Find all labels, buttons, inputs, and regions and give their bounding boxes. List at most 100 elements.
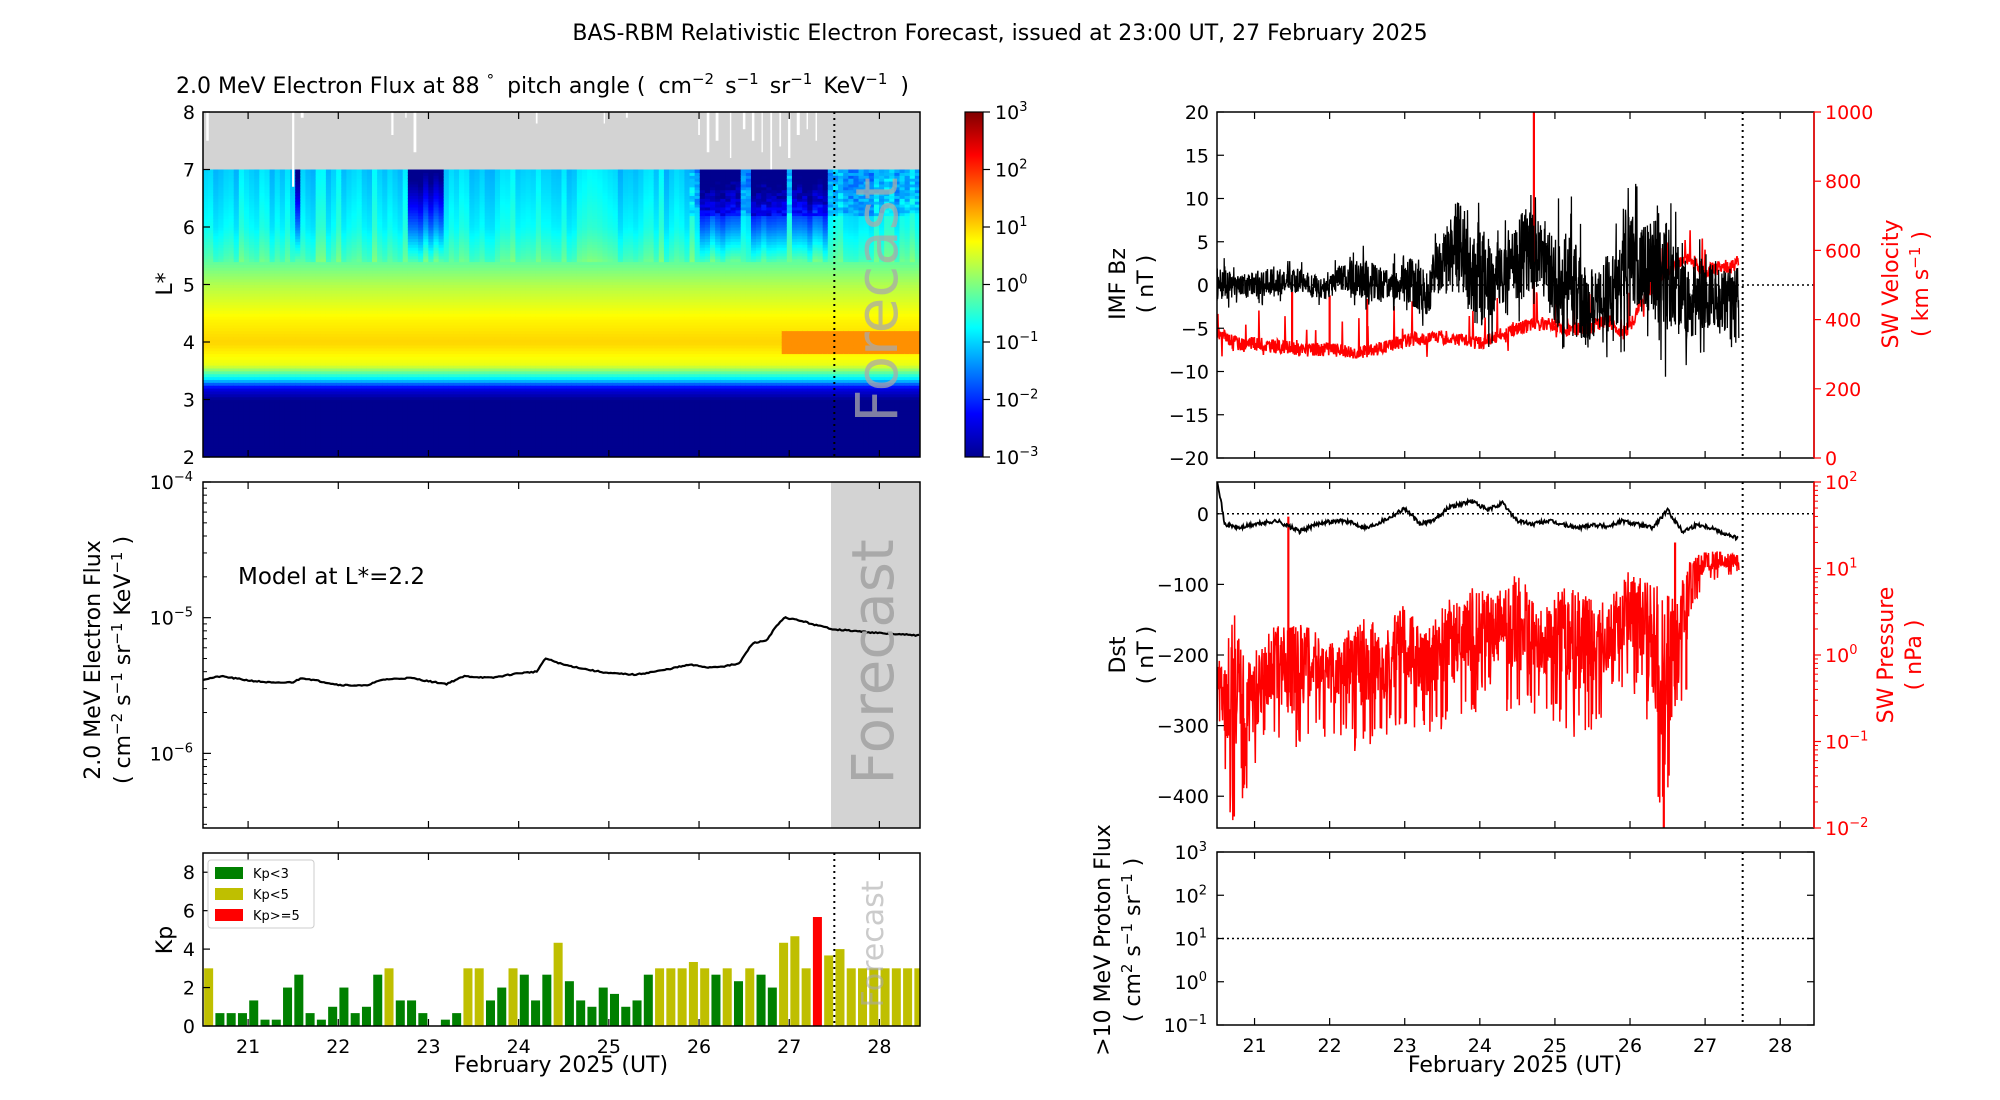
heatmap-cell xyxy=(346,310,353,314)
heatmap-cell xyxy=(387,327,394,332)
heatmap-cell xyxy=(346,209,353,214)
heatmap-cell xyxy=(331,388,337,392)
heatmap-cell xyxy=(305,296,312,300)
heatmap-cell xyxy=(315,287,322,291)
heatmap-cell xyxy=(208,393,215,398)
heatmap-cell xyxy=(310,169,317,173)
heatmap-cell xyxy=(356,310,363,314)
heatmap-cell xyxy=(305,422,312,426)
heatmap-cell xyxy=(228,244,235,248)
heatmap-cell xyxy=(377,356,384,360)
heatmap-cell xyxy=(269,172,276,176)
heatmap-cell xyxy=(208,376,215,380)
heatmap-cell xyxy=(284,373,291,378)
heatmap-cell xyxy=(356,385,363,389)
heatmap-cell xyxy=(315,201,322,205)
heatmap-cell xyxy=(264,428,271,432)
heatmap-cell xyxy=(356,327,363,332)
heatmap-cell xyxy=(254,330,261,334)
heatmap-cell xyxy=(249,218,256,222)
heatmap-cell xyxy=(387,324,394,329)
heatmap-cell xyxy=(290,413,296,418)
heatmap-cell xyxy=(284,367,291,372)
heatmap-cell xyxy=(341,313,348,317)
heatmap-cell xyxy=(269,382,276,386)
heatmap-cell xyxy=(213,448,220,452)
heatmap-cell xyxy=(228,204,235,208)
heatmap-cell xyxy=(213,396,220,401)
heatmap-cell xyxy=(208,416,215,421)
heatmap-cell xyxy=(341,206,348,211)
heatmap-cell xyxy=(238,327,245,332)
heatmap-cell xyxy=(279,201,286,205)
heatmap-cell xyxy=(208,183,215,188)
heatmap-cell xyxy=(279,227,286,231)
heatmap-cell xyxy=(331,273,337,277)
heatmap-cell xyxy=(392,169,399,173)
heatmap-cell xyxy=(264,405,271,409)
heatmap-cell xyxy=(228,175,235,179)
heatmap-cell xyxy=(203,252,209,257)
heatmap-cell xyxy=(243,183,250,188)
heatmap-cell xyxy=(320,181,327,185)
heatmap-cell xyxy=(382,206,389,211)
heatmap-cell xyxy=(264,367,271,372)
heatmap-cell xyxy=(372,183,378,188)
heatmap-cell xyxy=(351,281,358,286)
heatmap-cell xyxy=(284,284,291,288)
heatmap-cell xyxy=(351,206,358,211)
heatmap-cell xyxy=(238,393,245,398)
heatmap-cell xyxy=(346,376,353,380)
heatmap-cell xyxy=(336,393,343,398)
heatmap-cell xyxy=(274,275,281,280)
heatmap-cell xyxy=(315,270,322,274)
heatmap-cell xyxy=(223,261,230,265)
heatmap-cell xyxy=(249,388,256,392)
heatmap-cell xyxy=(336,296,343,300)
heatmap-cell xyxy=(264,244,271,248)
heatmap-cell xyxy=(213,365,220,369)
heatmap-cell xyxy=(208,298,215,303)
heatmap-cell xyxy=(325,293,332,297)
heatmap-cell xyxy=(228,241,235,245)
heatmap-cell xyxy=(264,290,271,294)
heatmap-cell xyxy=(300,350,307,355)
heatmap-cell xyxy=(356,273,363,277)
heatmap-cell xyxy=(228,172,235,176)
heatmap-cell xyxy=(218,244,225,248)
heatmap-cell xyxy=(315,419,322,424)
heatmap-cell xyxy=(254,336,261,340)
heatmap-cell xyxy=(284,183,291,188)
heatmap-cell xyxy=(336,388,343,392)
heatmap-cell xyxy=(279,451,286,455)
heatmap-cell xyxy=(249,431,256,435)
heatmap-cell xyxy=(341,393,348,398)
heatmap-cell xyxy=(274,422,281,426)
heatmap-cell xyxy=(300,408,307,412)
heatmap-cell xyxy=(213,235,220,240)
heatmap-cell xyxy=(249,232,256,237)
heatmap-cell xyxy=(346,333,353,337)
heatmap-cell xyxy=(243,250,250,254)
heatmap-cell xyxy=(356,281,363,286)
heatmap-cell xyxy=(290,209,296,214)
heatmap-cell xyxy=(300,301,307,306)
heatmap-cell xyxy=(208,181,215,185)
heatmap-cell xyxy=(320,238,327,242)
heatmap-cell xyxy=(351,221,358,225)
heatmap-cell xyxy=(341,255,348,260)
heatmap-cell xyxy=(264,198,271,202)
heatmap-cell xyxy=(218,278,225,283)
heatmap-cell xyxy=(238,336,245,340)
heatmap-cell xyxy=(238,448,245,452)
heatmap-cell xyxy=(382,419,389,424)
heatmap-cell xyxy=(213,356,220,360)
heatmap-cell xyxy=(361,330,368,334)
heatmap-cell xyxy=(331,238,337,242)
heatmap-cell xyxy=(377,324,384,329)
heatmap-cell xyxy=(290,270,296,274)
heatmap-cell xyxy=(290,336,296,340)
heatmap-cell xyxy=(377,428,384,432)
heatmap-title-unit-s-exp: −1 xyxy=(737,70,759,88)
heatmap-cell xyxy=(336,255,343,260)
